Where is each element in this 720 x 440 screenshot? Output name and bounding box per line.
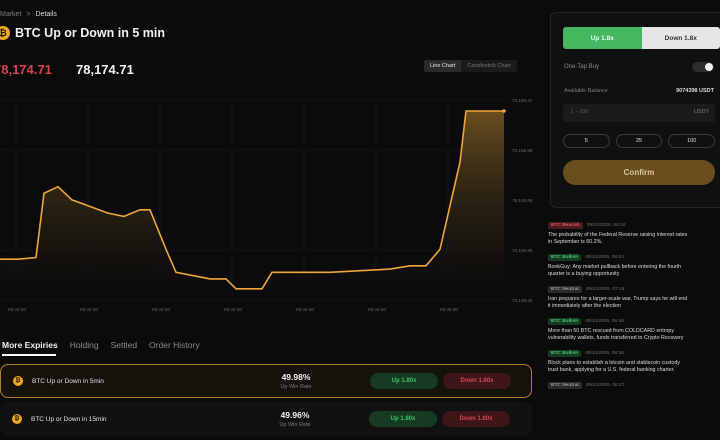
current-price-dot (502, 109, 506, 113)
bitcoin-icon: ₿ (13, 376, 23, 386)
news-time: 09/10/2026, 06:38 (585, 351, 624, 356)
news-text: vulnerability wallets, funds transferred… (548, 335, 684, 341)
direction-selector: Up 1.8x Down 1.8x (563, 27, 720, 49)
expiry-row-5min[interactable]: ₿ BTC Up or Down in 5min 49.98% Up Win R… (0, 364, 532, 398)
news-feed: BTC Bearish 09/10/2026, 08:18 The probabi… (548, 221, 720, 397)
news-text: Block plans to establish a bitcoin and s… (548, 360, 680, 366)
tab-holding[interactable]: Holding (69, 340, 99, 350)
x-tick-label: 08:44:30 (224, 307, 242, 312)
y-tick-label: 78,155.69 (512, 198, 533, 203)
sentiment-badge: BTC Bullish (548, 350, 582, 357)
bitcoin-icon: ₿ (12, 414, 22, 424)
down-tab[interactable]: Down 1.8x (641, 27, 720, 49)
available-balance-value: 9074398 USDT (676, 88, 714, 94)
one-tap-buy-toggle[interactable] (692, 62, 714, 72)
x-tick-label: 08:44:50 (368, 307, 386, 312)
start-price: 78,174.71 (0, 62, 52, 77)
breadcrumb-separator: > (26, 11, 31, 18)
sentiment-badge: BTC Neutral (548, 382, 582, 389)
news-item[interactable]: BTC Neutral 09/10/2026, 07:18 Iran prepar… (548, 285, 720, 310)
bitcoin-icon: ₿ (0, 26, 10, 40)
price-chart: 78,160.47 78,158.98 78,155.69 78,150.80 78,1… (0, 98, 533, 312)
news-time: 09/10/2026, 08:18 (586, 223, 626, 228)
line-chart-tab[interactable]: Line Chart (424, 60, 462, 72)
sentiment-badge: BTC Bullish (548, 318, 582, 325)
y-tick-label: 78,150.80 (512, 248, 533, 253)
news-item[interactable]: BTC Bullish 09/10/2026, 08:04 BonkGuy: An… (548, 253, 720, 278)
amount-placeholder: 1 - 100 (571, 109, 589, 115)
news-text: Iran prepares for a larger-scale war, Tr… (548, 296, 688, 302)
up-tab[interactable]: Up 1.8x (563, 27, 642, 49)
win-rate-label: Up Win Rate (279, 422, 311, 428)
page-title-row: ₿ BTC Up or Down in 5 min (0, 26, 165, 40)
news-item[interactable]: BTC Bearish 09/10/2026, 08:18 The probabi… (548, 221, 720, 246)
sentiment-badge: BTC Bullish (548, 254, 582, 261)
amount-unit: USDT (694, 109, 709, 115)
one-tap-buy-label: One-Tap Buy (564, 64, 600, 70)
y-tick-label: 78,148.32 (512, 298, 533, 303)
breadcrumb: Market > Details (0, 11, 57, 18)
expiry-name: BTC Up or Down in 5min (32, 377, 104, 385)
confirm-button[interactable]: Confirm (563, 160, 715, 185)
up-button[interactable]: Up 1.80x (370, 373, 438, 389)
news-text: The probability of the Federal Reserve r… (548, 232, 688, 238)
sentiment-badge: BTC Neutral (548, 286, 582, 293)
expiry-row-15min[interactable]: ₿ BTC Up or Down in 15min 49.96% Up Win … (0, 402, 532, 436)
price-line (0, 110, 504, 290)
news-text: quarter is a buying opportunity (548, 271, 620, 277)
news-item[interactable]: BTC Bullish 09/10/2026, 06:48 More than 5… (548, 317, 720, 342)
win-rate-label: Up Win Rate (280, 384, 312, 390)
news-time: 09/10/2026, 07:18 (585, 287, 625, 292)
x-tick-label: 08:45:00 (440, 307, 458, 312)
page-title: BTC Up or Down in 5 min (15, 26, 165, 40)
sentiment-badge: BTC Bearish (548, 222, 583, 229)
x-tick-label: 08:44:40 (296, 307, 314, 312)
candlestick-chart-tab[interactable]: Candlestick Chart (467, 63, 511, 69)
y-tick-label: 78,158.98 (512, 148, 533, 153)
news-time: 09/10/2026, 06:27 (585, 383, 625, 388)
news-time: 09/10/2026, 08:04 (585, 255, 624, 260)
active-tab-indicator (2, 354, 56, 356)
tab-order-history[interactable]: Order History (149, 340, 200, 350)
chart-type-toggle: Line Chart Candlestick Chart (424, 60, 517, 72)
breadcrumb-parent[interactable]: Market (0, 11, 22, 18)
win-rate-value: 49.98% (281, 372, 311, 382)
news-text: More than 50 BTC rescued from COLDCARD e… (548, 328, 674, 334)
quick-amount-100[interactable]: 100 (668, 134, 716, 148)
win-rate: 49.98% Up Win Rate (222, 372, 370, 390)
position-tabs: More Expiries Holding Settled Order Hist… (2, 340, 200, 350)
amount-input[interactable]: 1 - 100 USDT (563, 104, 715, 122)
y-tick-label: 78,160.47 (512, 98, 533, 103)
toggle-knob (705, 63, 713, 71)
down-button[interactable]: Down 1.80x (442, 411, 510, 427)
expiry-name: BTC Up or Down in 15min (31, 415, 107, 423)
quick-amount-5[interactable]: 5 (563, 134, 610, 148)
news-item[interactable]: BTC Neutral 09/10/2026, 06:27 (548, 381, 720, 390)
quick-amount-25[interactable]: 25 (615, 134, 663, 148)
news-text: it immediately after the election (548, 303, 622, 309)
up-button[interactable]: Up 1.80x (369, 411, 437, 427)
win-rate-value: 49.96% (280, 410, 310, 420)
news-time: 09/10/2026, 06:48 (585, 319, 624, 324)
breadcrumb-current: Details (35, 11, 57, 18)
tab-more-expiries[interactable]: More Expiries (2, 340, 58, 350)
current-price: 78,174.71 (76, 62, 134, 77)
x-tick-label: 08:44:20 (152, 307, 170, 312)
quick-amounts: 5 25 100 (563, 134, 716, 148)
tab-settled[interactable]: Settled (110, 340, 138, 350)
available-balance-label: Available Balance (564, 88, 608, 94)
x-tick-label: 08:44:10 (80, 307, 98, 312)
news-text: trust bank, applying for a U.S. federal … (548, 367, 675, 373)
price-area-fill (0, 111, 504, 300)
win-rate: 49.96% Up Win Rate (221, 410, 369, 428)
news-text: BonkGuy: Any market pullback before ente… (548, 264, 682, 270)
news-text: in September is 60.2%. (548, 239, 603, 245)
down-button[interactable]: Down 1.80x (443, 373, 511, 389)
news-item[interactable]: BTC Bullish 09/10/2026, 06:38 Block plans… (548, 349, 720, 374)
x-tick-label: 08:44:00 (8, 307, 26, 312)
